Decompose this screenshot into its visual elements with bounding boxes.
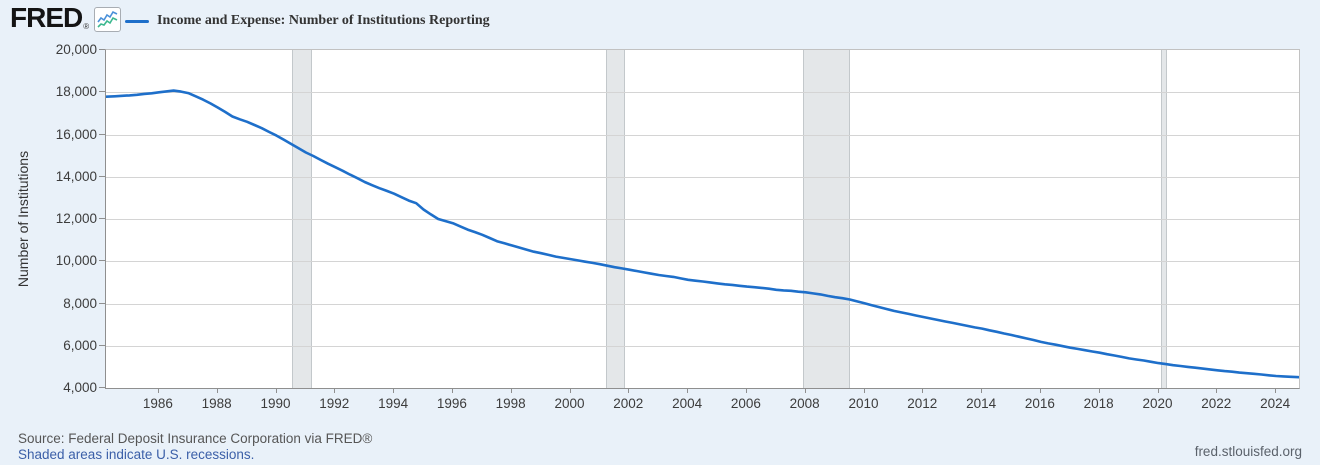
- x-tick-label: 2014: [966, 396, 997, 411]
- x-tick-label: 2024: [1260, 396, 1291, 411]
- y-tick-mark: [99, 91, 105, 93]
- x-tick-label: 2004: [672, 396, 703, 411]
- x-tick-mark: [569, 388, 571, 393]
- y-tick-mark: [99, 260, 105, 262]
- x-tick-label: 1990: [260, 396, 291, 411]
- fred-logo-text: FRED: [10, 2, 83, 33]
- x-tick-mark: [1275, 388, 1277, 393]
- x-tick-mark: [216, 388, 218, 393]
- x-tick-label: 1996: [436, 396, 467, 411]
- x-tick-label: 1986: [142, 396, 173, 411]
- y-tick-mark: [99, 218, 105, 219]
- sparkline-icon: [94, 7, 122, 32]
- recession-note-link[interactable]: Shaded areas indicate U.S. recessions.: [18, 447, 255, 462]
- x-tick-label: 2022: [1201, 396, 1232, 411]
- y-tick-label: 18,000: [55, 84, 97, 100]
- y-tick-label: 16,000: [55, 126, 97, 142]
- x-tick-label: 1994: [378, 396, 409, 411]
- x-tick-mark: [804, 388, 806, 393]
- y-tick-mark: [99, 302, 105, 304]
- y-gridline: [106, 219, 1299, 220]
- x-tick-mark: [1098, 388, 1100, 393]
- x-tick-label: 1988: [201, 396, 232, 411]
- y-gridline: [106, 261, 1299, 263]
- y-gridline: [106, 92, 1299, 94]
- x-tick-label: 2000: [554, 396, 585, 411]
- source-text: Source: Federal Deposit Insurance Corpor…: [18, 431, 373, 446]
- x-tick-mark: [922, 388, 924, 393]
- y-gridline: [106, 345, 1299, 347]
- y-tick-label: 20,000: [55, 42, 97, 57]
- x-tick-label: 2016: [1024, 396, 1055, 411]
- series-title: Income and Expense: Number of Institutio…: [157, 13, 490, 28]
- x-tick-mark: [157, 388, 159, 393]
- y-tick-label: 6,000: [63, 337, 97, 353]
- x-tick-label: 2002: [613, 396, 644, 411]
- y-tick-mark: [99, 133, 105, 135]
- x-tick-mark: [628, 388, 630, 393]
- x-tick-mark: [334, 388, 336, 393]
- x-tick-mark: [1157, 388, 1159, 393]
- y-tick-mark: [99, 175, 105, 177]
- x-tick-label: 2012: [907, 396, 938, 411]
- y-tick-label: 12,000: [55, 211, 97, 226]
- x-tick-mark: [510, 388, 512, 393]
- x-tick-mark: [863, 388, 865, 393]
- y-gridline: [106, 176, 1299, 178]
- y-tick-mark: [99, 387, 105, 388]
- y-tick-label: 4,000: [63, 380, 97, 395]
- x-tick-mark: [275, 388, 277, 393]
- x-tick-label: 1998: [495, 396, 526, 411]
- fred-site-link[interactable]: fred.stlouisfed.org: [1194, 444, 1302, 459]
- x-tick-label: 2018: [1083, 396, 1114, 411]
- y-tick-label: 8,000: [63, 295, 97, 311]
- x-tick-label: 2010: [848, 396, 879, 411]
- fred-logo[interactable]: FRED ®: [10, 2, 122, 33]
- x-tick-mark: [393, 388, 395, 393]
- y-gridline: [106, 134, 1299, 136]
- y-gridline: [106, 303, 1299, 305]
- x-tick-label: 2008: [789, 396, 820, 411]
- y-tick-mark: [99, 344, 105, 346]
- x-tick-mark: [687, 388, 689, 393]
- x-tick-label: 2006: [730, 396, 761, 411]
- y-tick-mark: [99, 49, 105, 50]
- x-tick-label: 1992: [319, 396, 350, 411]
- x-tick-mark: [451, 388, 453, 393]
- y-tick-label: 10,000: [55, 253, 97, 269]
- plot-area[interactable]: [105, 49, 1300, 389]
- legend: Income and Expense: Number of Institutio…: [125, 13, 490, 29]
- x-tick-label: 2020: [1142, 396, 1173, 411]
- series-line: [106, 89, 1299, 379]
- x-tick-mark: [745, 388, 747, 393]
- y-tick-label: 14,000: [55, 168, 97, 184]
- x-tick-mark: [981, 388, 983, 393]
- x-tick-mark: [1039, 388, 1041, 393]
- legend-line-swatch: [125, 19, 149, 23]
- x-tick-mark: [1216, 388, 1218, 393]
- registered-trademark: ®: [83, 22, 90, 31]
